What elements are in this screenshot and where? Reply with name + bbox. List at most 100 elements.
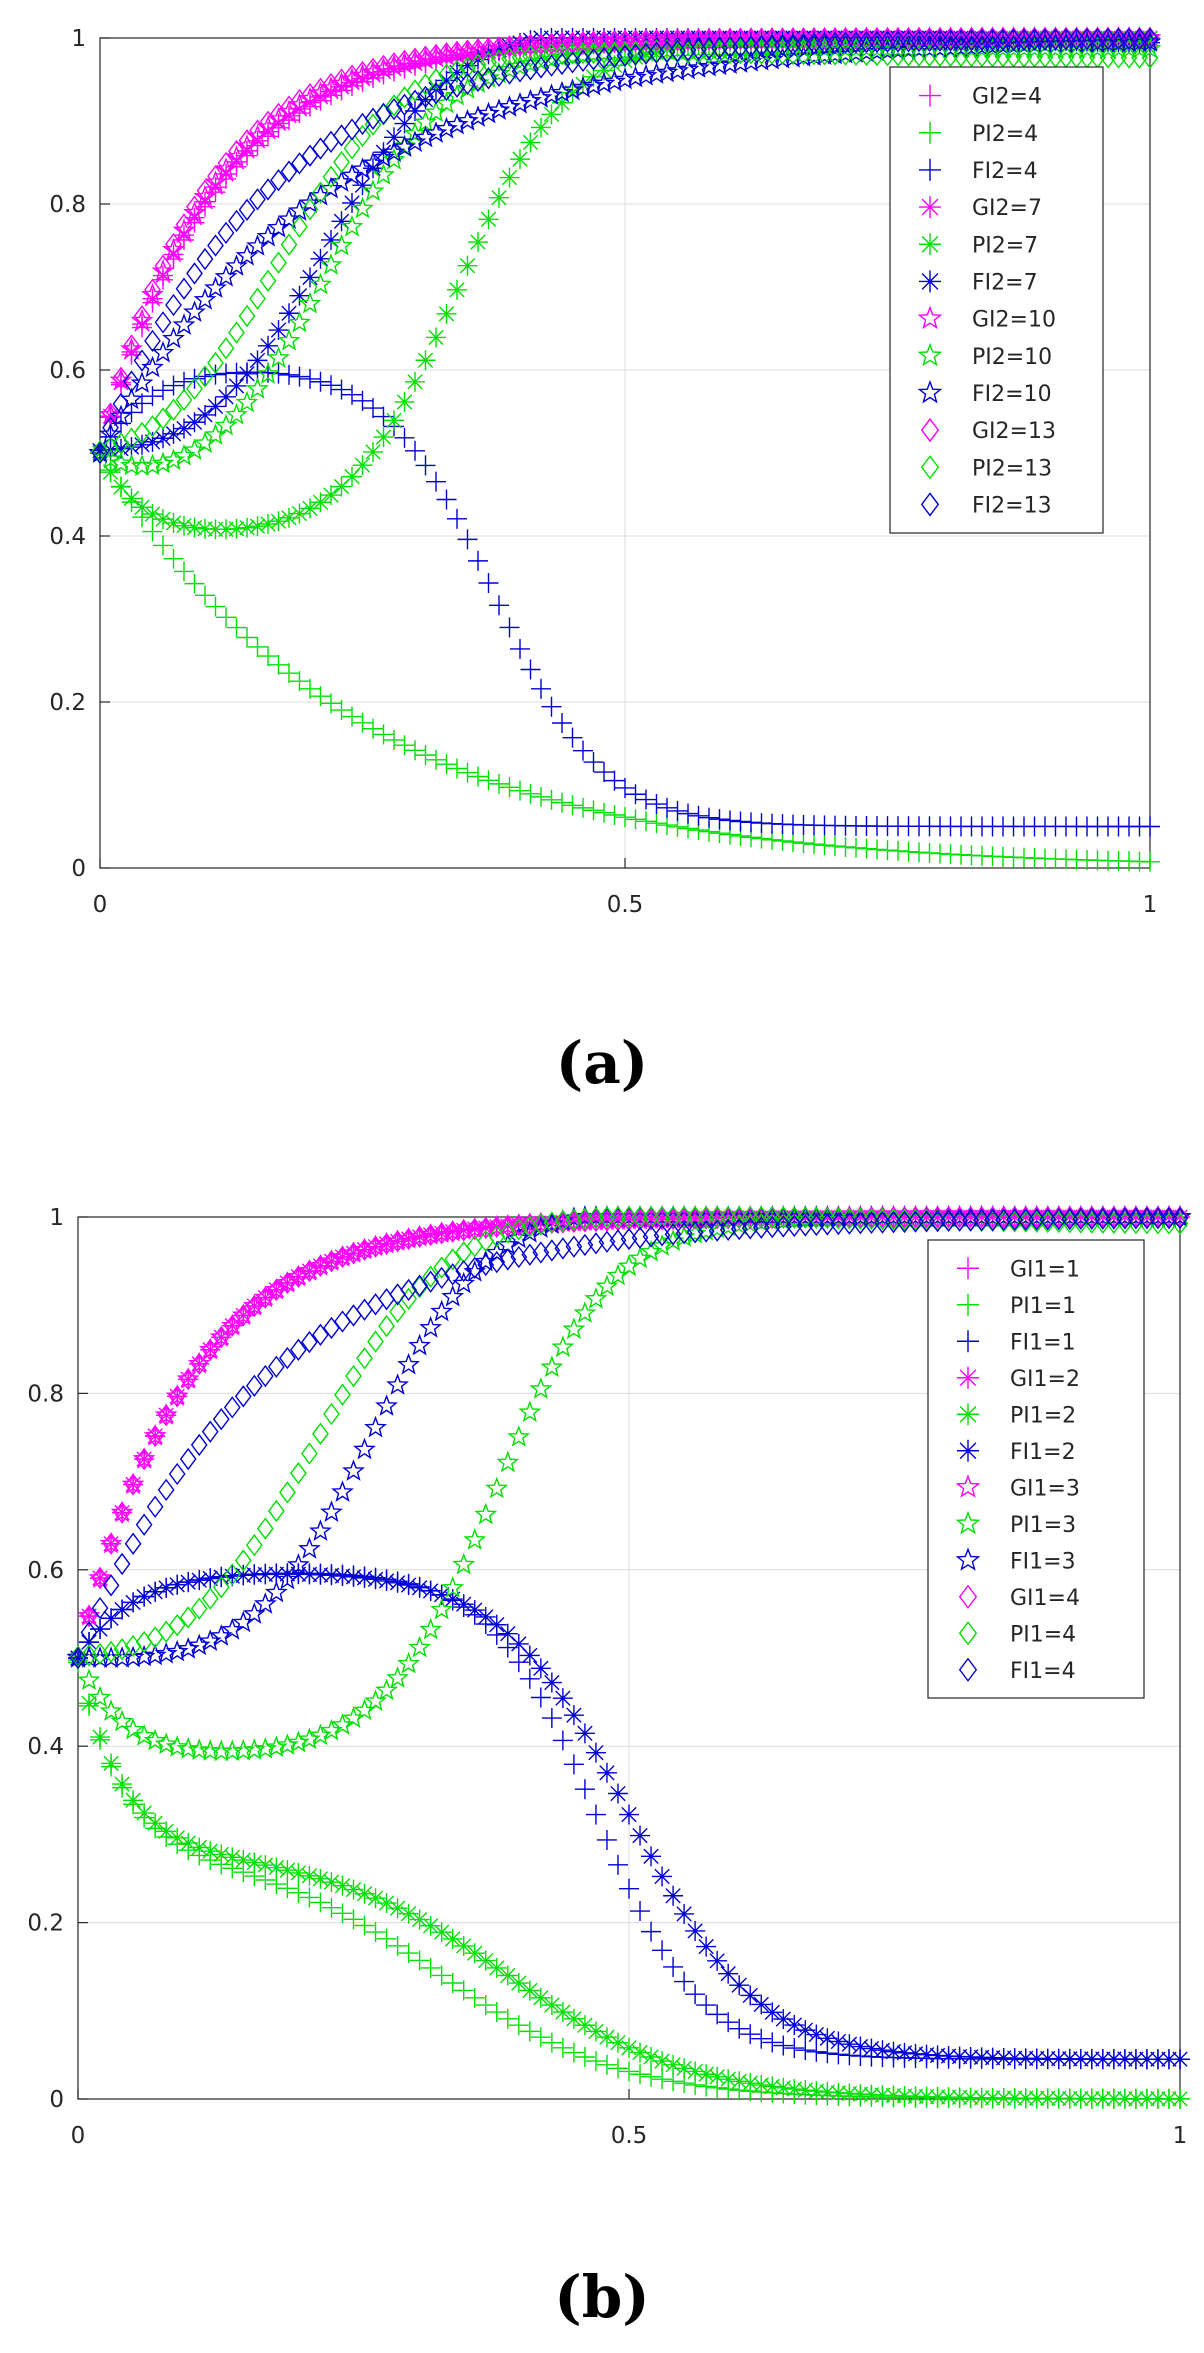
- data-point: [112, 392, 130, 416]
- data-point: [200, 1568, 221, 1589]
- data-point: [259, 110, 277, 133]
- data-point: [226, 617, 247, 638]
- data-point: [740, 2024, 761, 2045]
- data-point: [499, 777, 520, 798]
- data-point: [226, 518, 247, 539]
- data-point: [1136, 2088, 1157, 2109]
- series-FI2=13: [91, 27, 1159, 465]
- data-point: [508, 91, 532, 114]
- data-point: [466, 105, 490, 127]
- data-point: [784, 2079, 805, 2100]
- data-point: [1017, 1205, 1035, 1229]
- data-point: [825, 836, 845, 857]
- data-point: [645, 62, 668, 84]
- data-point: [562, 1317, 586, 1340]
- data-point: [751, 1994, 772, 2015]
- data-point: [353, 1437, 376, 1460]
- data-point: [508, 1973, 529, 1994]
- data-point: [499, 167, 520, 188]
- data-point: [487, 61, 511, 84]
- data-point: [529, 33, 553, 56]
- data-point: [1039, 1210, 1057, 1234]
- data-point: [1138, 1205, 1156, 1229]
- data-point: [907, 1206, 924, 1229]
- data-point: [785, 1206, 803, 1229]
- data-point: [718, 52, 742, 75]
- data-point: [436, 303, 457, 324]
- data-point: [508, 1652, 529, 1673]
- data-point: [445, 112, 469, 135]
- data-point: [885, 1208, 902, 1231]
- data-point: [321, 1897, 342, 1918]
- data-point: [351, 196, 374, 219]
- data-point: [442, 1928, 463, 1949]
- data-point: [1092, 2049, 1113, 2070]
- data-point: [519, 2021, 540, 2042]
- data-point: [438, 63, 455, 86]
- data-point: [363, 718, 383, 739]
- legend-marker: [919, 233, 941, 256]
- data-point: [154, 311, 172, 334]
- data-point: [310, 686, 331, 707]
- data-point: [279, 303, 299, 324]
- data-point: [720, 810, 740, 831]
- data-point: [872, 2040, 893, 2061]
- data-point: [444, 1263, 462, 1286]
- data-point: [223, 1396, 241, 1419]
- data-point: [258, 514, 278, 535]
- data-point: [253, 1736, 277, 1759]
- legend-marker: [958, 1657, 978, 1682]
- data-point: [277, 1564, 298, 1585]
- data-point: [291, 215, 308, 238]
- data-point: [209, 1325, 233, 1347]
- data-point: [574, 1723, 595, 1744]
- data-point: [132, 497, 152, 518]
- legend-box: [889, 66, 1104, 534]
- data-point: [699, 807, 719, 828]
- data-point: [198, 1337, 222, 1360]
- y-tick-label: 0: [71, 856, 86, 882]
- data-point: [773, 2077, 794, 2098]
- data-point: [220, 1617, 244, 1640]
- data-point: [730, 811, 751, 832]
- data-point: [574, 2015, 595, 2036]
- data-point: [228, 209, 245, 233]
- data-point: [398, 1903, 419, 1924]
- data-point: [331, 1480, 354, 1502]
- data-point: [270, 169, 287, 192]
- data-point: [784, 2038, 805, 2059]
- data-point: [519, 1668, 540, 1689]
- data-point: [466, 1256, 484, 1280]
- x-tick-label: 0.5: [607, 892, 644, 918]
- data-point: [883, 2085, 904, 2106]
- data-point: [420, 1915, 441, 1936]
- data-point: [867, 839, 887, 860]
- data-point: [256, 362, 280, 384]
- data-point: [268, 511, 289, 532]
- data-point: [1140, 816, 1160, 837]
- data-point: [247, 350, 268, 371]
- data-point: [141, 453, 164, 476]
- legend-marker: [920, 417, 940, 443]
- data-point: [452, 1271, 476, 1294]
- data-point: [497, 1965, 518, 1986]
- data-point: [319, 176, 343, 199]
- data-point: [630, 1901, 651, 1922]
- series-PI1=2: [68, 1650, 1190, 2109]
- data-point: [663, 1956, 684, 1977]
- data-point: [151, 340, 175, 363]
- data-point: [657, 797, 677, 818]
- data-point: [426, 471, 446, 492]
- data-point: [168, 1613, 186, 1637]
- data-point: [123, 370, 140, 393]
- data-point: [510, 1218, 528, 1241]
- data-point: [411, 1274, 428, 1297]
- data-point: [102, 1532, 120, 1555]
- data-point: [445, 83, 469, 106]
- data-point: [156, 1577, 177, 1598]
- data-point: [267, 1278, 285, 1302]
- data-point: [389, 1300, 406, 1323]
- data-point: [277, 1878, 298, 1899]
- data-point: [176, 1637, 200, 1659]
- data-point: [354, 1567, 375, 1588]
